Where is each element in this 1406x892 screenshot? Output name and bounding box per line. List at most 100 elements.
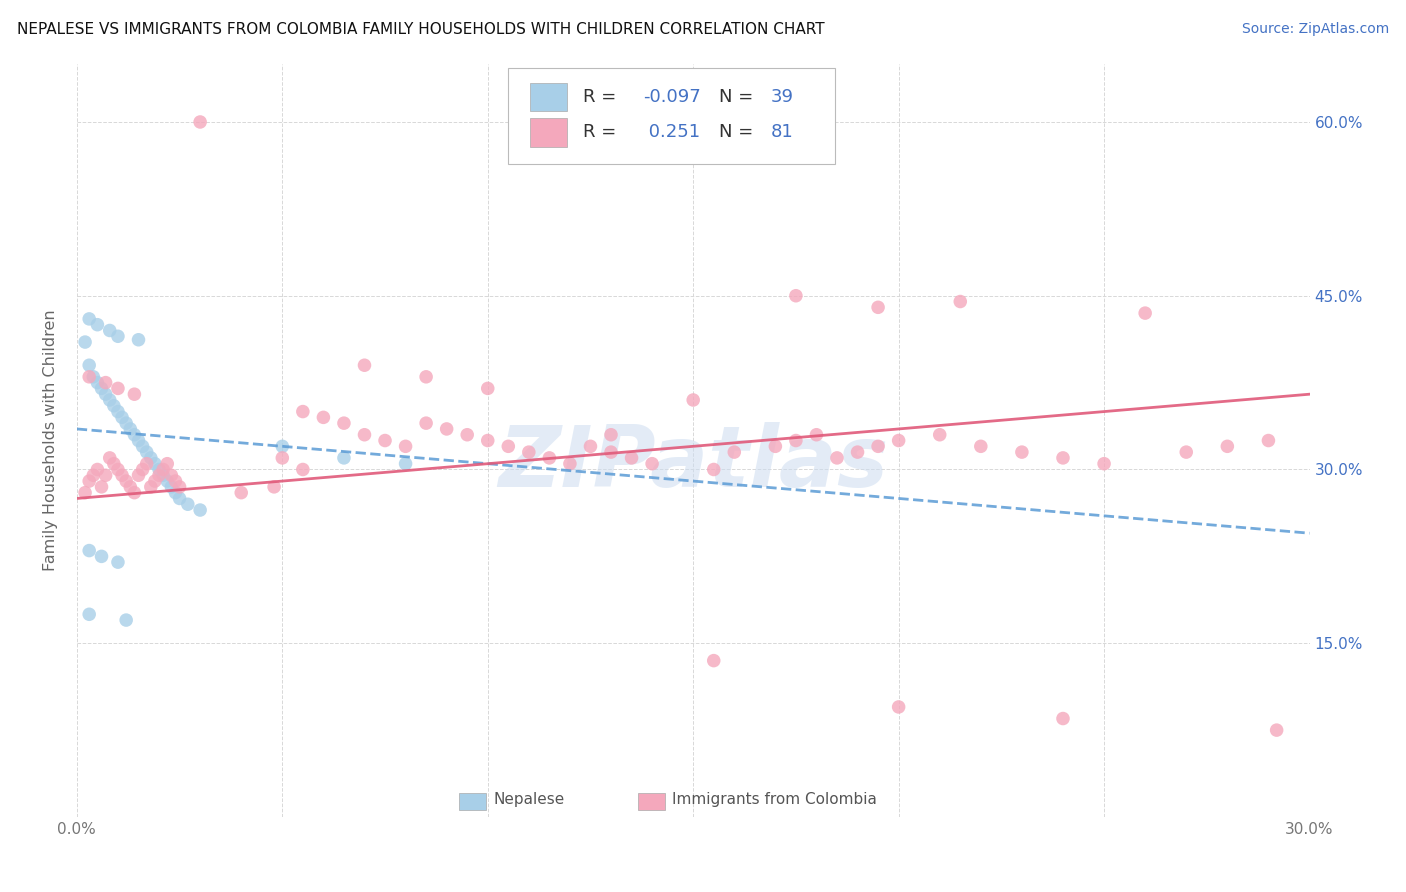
Point (98, 323, 121, 337)
Point (723, 445, 745, 459)
Point (107, 404, 129, 418)
Text: Source: ZipAtlas.com: Source: ZipAtlas.com (1241, 22, 1389, 37)
Point (1133, 306, 1156, 320)
Point (128, 434, 150, 448)
Text: Nepalese: Nepalese (494, 792, 565, 807)
Point (263, 480, 285, 494)
Point (291, 404, 314, 418)
Point (120, 480, 142, 494)
Point (1175, 445, 1198, 459)
Bar (530, 119, 568, 147)
Point (456, 427, 478, 442)
Y-axis label: Family Households with Children: Family Households with Children (44, 310, 58, 572)
Point (115, 613, 138, 627)
Point (94, 468, 117, 483)
Point (353, 358, 375, 372)
Point (477, 434, 499, 448)
Point (1257, 434, 1279, 448)
Point (139, 450, 162, 465)
Point (517, 445, 540, 459)
Point (785, 289, 807, 303)
Point (868, 439, 890, 453)
Point (143, 457, 166, 471)
Point (86, 462, 108, 476)
Point (868, 301, 890, 315)
Point (148, 468, 170, 483)
Text: NEPALESE VS IMMIGRANTS FROM COLOMBIA FAMILY HOUSEHOLDS WITH CHILDREN CORRELATION: NEPALESE VS IMMIGRANTS FROM COLOMBIA FAM… (17, 22, 824, 37)
Point (90, 549, 112, 564)
Text: 81: 81 (770, 123, 793, 141)
Point (394, 457, 416, 471)
Point (139, 480, 162, 494)
Point (156, 457, 179, 471)
Point (825, 450, 848, 465)
Point (1052, 712, 1074, 726)
Point (415, 416, 437, 430)
Point (436, 422, 458, 436)
Point (115, 416, 138, 430)
Point (498, 439, 520, 453)
Text: -0.097: -0.097 (643, 88, 700, 106)
Point (111, 410, 134, 425)
Point (394, 439, 416, 453)
Point (333, 450, 356, 465)
Point (1265, 723, 1288, 738)
Point (124, 387, 146, 401)
Point (949, 294, 972, 309)
Point (271, 439, 294, 453)
Point (77, 312, 100, 326)
Point (970, 439, 993, 453)
Point (90, 381, 112, 395)
Point (641, 457, 664, 471)
Point (131, 462, 153, 476)
Point (160, 468, 183, 483)
Point (477, 381, 499, 395)
Point (128, 468, 150, 483)
Point (82, 468, 104, 483)
Point (165, 474, 187, 488)
Point (135, 445, 157, 459)
Point (600, 427, 623, 442)
Point (103, 399, 125, 413)
Point (156, 474, 179, 488)
Point (75, 334, 97, 349)
Point (77, 607, 100, 622)
Point (846, 445, 869, 459)
Point (231, 485, 253, 500)
Point (169, 491, 191, 506)
Point (115, 474, 138, 488)
Point (887, 700, 910, 714)
Point (188, 503, 211, 517)
Point (77, 543, 100, 558)
Point (131, 439, 153, 453)
Point (703, 462, 725, 476)
Bar (638, 793, 665, 810)
Point (120, 422, 142, 436)
Bar (530, 83, 568, 112)
Point (682, 392, 704, 407)
Text: R =: R = (583, 123, 617, 141)
Text: ZIPatlas: ZIPatlas (498, 422, 889, 505)
Bar (458, 793, 486, 810)
Point (148, 462, 170, 476)
Point (103, 457, 125, 471)
Point (177, 497, 200, 511)
Point (77, 358, 100, 372)
Point (703, 654, 725, 668)
Point (152, 468, 174, 483)
Point (271, 450, 294, 465)
Point (86, 376, 108, 390)
Point (558, 457, 581, 471)
Point (107, 381, 129, 395)
Text: Immigrants from Colombia: Immigrants from Colombia (672, 792, 877, 807)
Point (620, 450, 643, 465)
Point (143, 474, 166, 488)
Point (353, 427, 375, 442)
Point (1092, 457, 1115, 471)
Point (415, 369, 437, 384)
Text: 39: 39 (770, 88, 794, 106)
Point (77, 369, 100, 384)
Point (374, 434, 396, 448)
FancyBboxPatch shape (509, 68, 835, 164)
Point (107, 462, 129, 476)
